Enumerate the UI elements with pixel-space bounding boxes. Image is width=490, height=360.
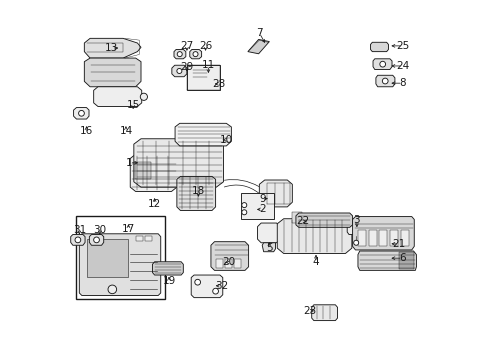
Polygon shape [211,242,248,270]
Text: 12: 12 [148,199,161,210]
Text: 4: 4 [313,257,319,267]
Text: 19: 19 [162,276,175,286]
Text: 9: 9 [259,194,266,204]
Bar [145,235,152,241]
Polygon shape [152,262,183,275]
Text: 30: 30 [93,225,106,235]
Bar [187,64,220,90]
Polygon shape [399,252,414,269]
Polygon shape [191,275,223,298]
Text: 14: 14 [120,126,133,135]
Text: 5: 5 [266,243,273,253]
Polygon shape [87,239,128,277]
Polygon shape [368,230,377,246]
Text: 21: 21 [392,239,406,249]
Text: 8: 8 [399,78,406,88]
Circle shape [108,285,117,294]
Polygon shape [370,42,389,51]
Polygon shape [94,87,142,107]
Circle shape [242,203,247,208]
Circle shape [193,51,198,57]
Circle shape [242,210,247,215]
Text: 18: 18 [192,186,205,197]
Polygon shape [175,123,231,146]
Polygon shape [74,108,89,119]
Polygon shape [174,49,186,59]
Text: 11: 11 [202,60,215,70]
Polygon shape [216,259,223,268]
Text: 2: 2 [259,204,266,215]
Text: 13: 13 [105,43,118,53]
Text: 20: 20 [222,257,235,267]
Polygon shape [130,154,177,192]
Text: 3: 3 [354,215,360,225]
Polygon shape [177,176,216,211]
Circle shape [94,237,99,243]
Polygon shape [135,162,151,179]
Circle shape [195,279,200,285]
Bar [242,193,274,220]
Bar [136,235,143,241]
Polygon shape [347,220,365,234]
Polygon shape [401,230,409,246]
Text: 27: 27 [180,41,194,50]
Polygon shape [172,65,187,77]
Polygon shape [134,139,223,187]
Text: 28: 28 [213,79,226,89]
Text: 7: 7 [256,28,263,38]
Text: 32: 32 [215,281,228,291]
Polygon shape [258,223,280,243]
Polygon shape [234,259,242,268]
Polygon shape [71,234,85,245]
Polygon shape [358,251,416,270]
Circle shape [382,78,388,84]
Polygon shape [390,230,398,246]
Text: 22: 22 [296,216,309,226]
Text: 24: 24 [396,61,410,71]
Polygon shape [379,230,388,246]
Text: 15: 15 [126,100,140,110]
Polygon shape [312,305,338,320]
Circle shape [78,111,84,116]
Polygon shape [358,230,366,246]
Text: 29: 29 [180,62,194,72]
Polygon shape [262,243,275,252]
Polygon shape [190,49,201,59]
Polygon shape [84,58,141,87]
Text: 23: 23 [303,306,316,316]
Circle shape [177,68,182,73]
Text: 26: 26 [199,41,212,50]
Polygon shape [225,259,232,268]
Text: 31: 31 [73,225,86,235]
Text: 1: 1 [126,158,133,168]
Bar [76,216,165,299]
Text: 10: 10 [220,135,233,145]
Circle shape [140,93,147,100]
Circle shape [380,61,386,67]
Polygon shape [292,212,302,223]
Circle shape [213,288,219,294]
Polygon shape [353,217,414,250]
Text: 25: 25 [396,41,410,51]
Polygon shape [277,219,352,253]
Polygon shape [84,39,141,58]
Circle shape [75,237,81,243]
Polygon shape [89,234,104,245]
Circle shape [177,51,182,57]
Polygon shape [188,68,210,79]
Circle shape [354,240,359,245]
Text: 17: 17 [122,225,135,234]
Polygon shape [376,75,395,87]
Text: 16: 16 [80,126,93,135]
Polygon shape [79,234,161,296]
Polygon shape [296,213,353,227]
Polygon shape [248,40,270,54]
Polygon shape [373,59,392,69]
Text: 6: 6 [399,253,406,263]
Polygon shape [259,180,293,207]
